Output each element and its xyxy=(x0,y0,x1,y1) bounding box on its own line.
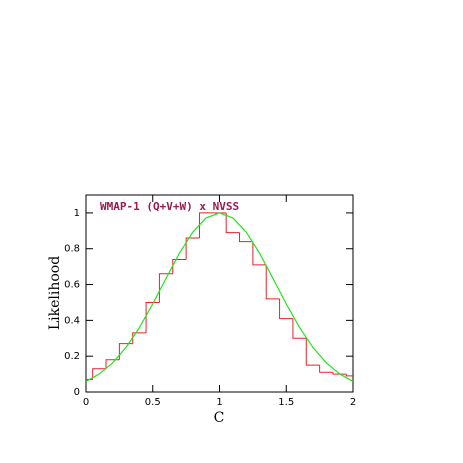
likelihood-curve xyxy=(85,212,354,382)
histogram-step xyxy=(198,212,213,238)
histogram-step xyxy=(319,365,333,373)
x-axis-label: C xyxy=(214,410,225,426)
y-tick-label: 0.2 xyxy=(64,351,80,362)
y-tick-label: 0 xyxy=(74,387,80,398)
histogram-step xyxy=(252,241,267,266)
x-tick-label: 2 xyxy=(350,397,356,408)
x-tick-label: 0 xyxy=(83,397,89,408)
x-tick-label: 0.5 xyxy=(145,397,161,408)
histogram-step xyxy=(118,343,133,360)
y-tick-label: 0.4 xyxy=(64,315,80,326)
y-tick-label: 0.8 xyxy=(64,244,80,255)
y-tick-label: 1 xyxy=(74,208,80,219)
plot-frame xyxy=(85,194,354,393)
histogram-step xyxy=(305,338,320,366)
histogram-step xyxy=(132,332,147,344)
chart-title: WMAP-1 (Q+V+W) x NVSS xyxy=(100,200,239,213)
histogram-step xyxy=(292,318,307,339)
y-axis-label: Likelihood xyxy=(47,256,63,330)
histogram-step xyxy=(279,298,293,320)
histogram-step xyxy=(145,301,160,333)
histogram-step xyxy=(225,212,240,234)
histogram-step xyxy=(185,237,200,260)
histogram-step xyxy=(332,372,347,375)
histogram-step xyxy=(172,258,187,274)
histogram-step xyxy=(239,232,253,243)
y-tick-label: 0.6 xyxy=(64,280,80,291)
x-tick-label: 1.5 xyxy=(278,397,294,408)
histogram-step xyxy=(92,368,107,380)
histogram-step xyxy=(265,264,280,300)
x-tick-label: 1 xyxy=(216,397,222,408)
histogram-step xyxy=(345,374,353,377)
